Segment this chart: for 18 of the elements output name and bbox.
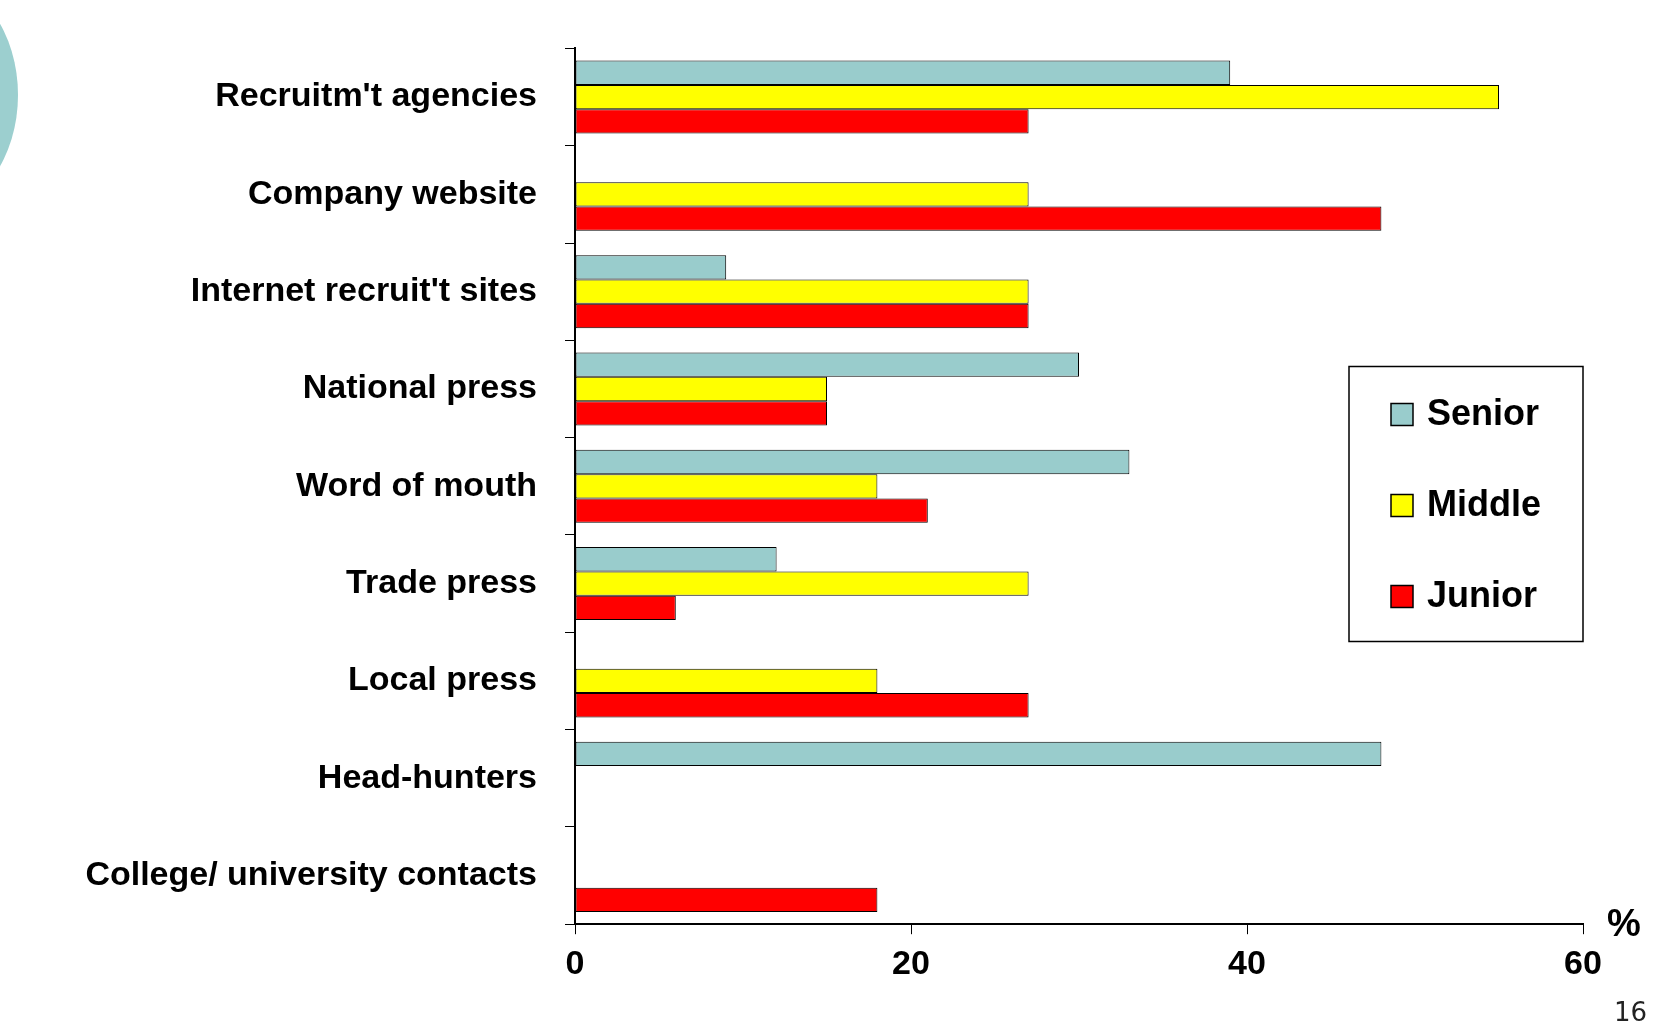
x-tick-label: 60 bbox=[1564, 942, 1602, 981]
y-tick-label: Word of mouth bbox=[295, 464, 537, 503]
text: 16 bbox=[1613, 997, 1647, 1027]
y-tick-label: Company website bbox=[247, 172, 537, 211]
y-tick-label: Trade press bbox=[346, 561, 537, 600]
y-tick-label: College/ university contacts bbox=[85, 853, 537, 892]
x-tick-label: 0 bbox=[565, 942, 585, 981]
x-tick-label: 40 bbox=[1228, 942, 1266, 981]
legend-label: Middle bbox=[1427, 483, 1541, 525]
legend-label: Senior bbox=[1427, 392, 1540, 434]
x-tick-label: 20 bbox=[892, 942, 930, 981]
y-tick-label: Internet recruit't sites bbox=[190, 270, 537, 309]
y-tick-label: Head-hunters bbox=[317, 756, 537, 795]
y-tick-label: Recruitm't agencies bbox=[215, 75, 537, 114]
y-tick-label: National press bbox=[302, 367, 537, 406]
y-tick-label: Local press bbox=[348, 659, 537, 698]
x-axis-title: % bbox=[1607, 901, 1641, 944]
legend-label: Junior bbox=[1427, 574, 1538, 616]
